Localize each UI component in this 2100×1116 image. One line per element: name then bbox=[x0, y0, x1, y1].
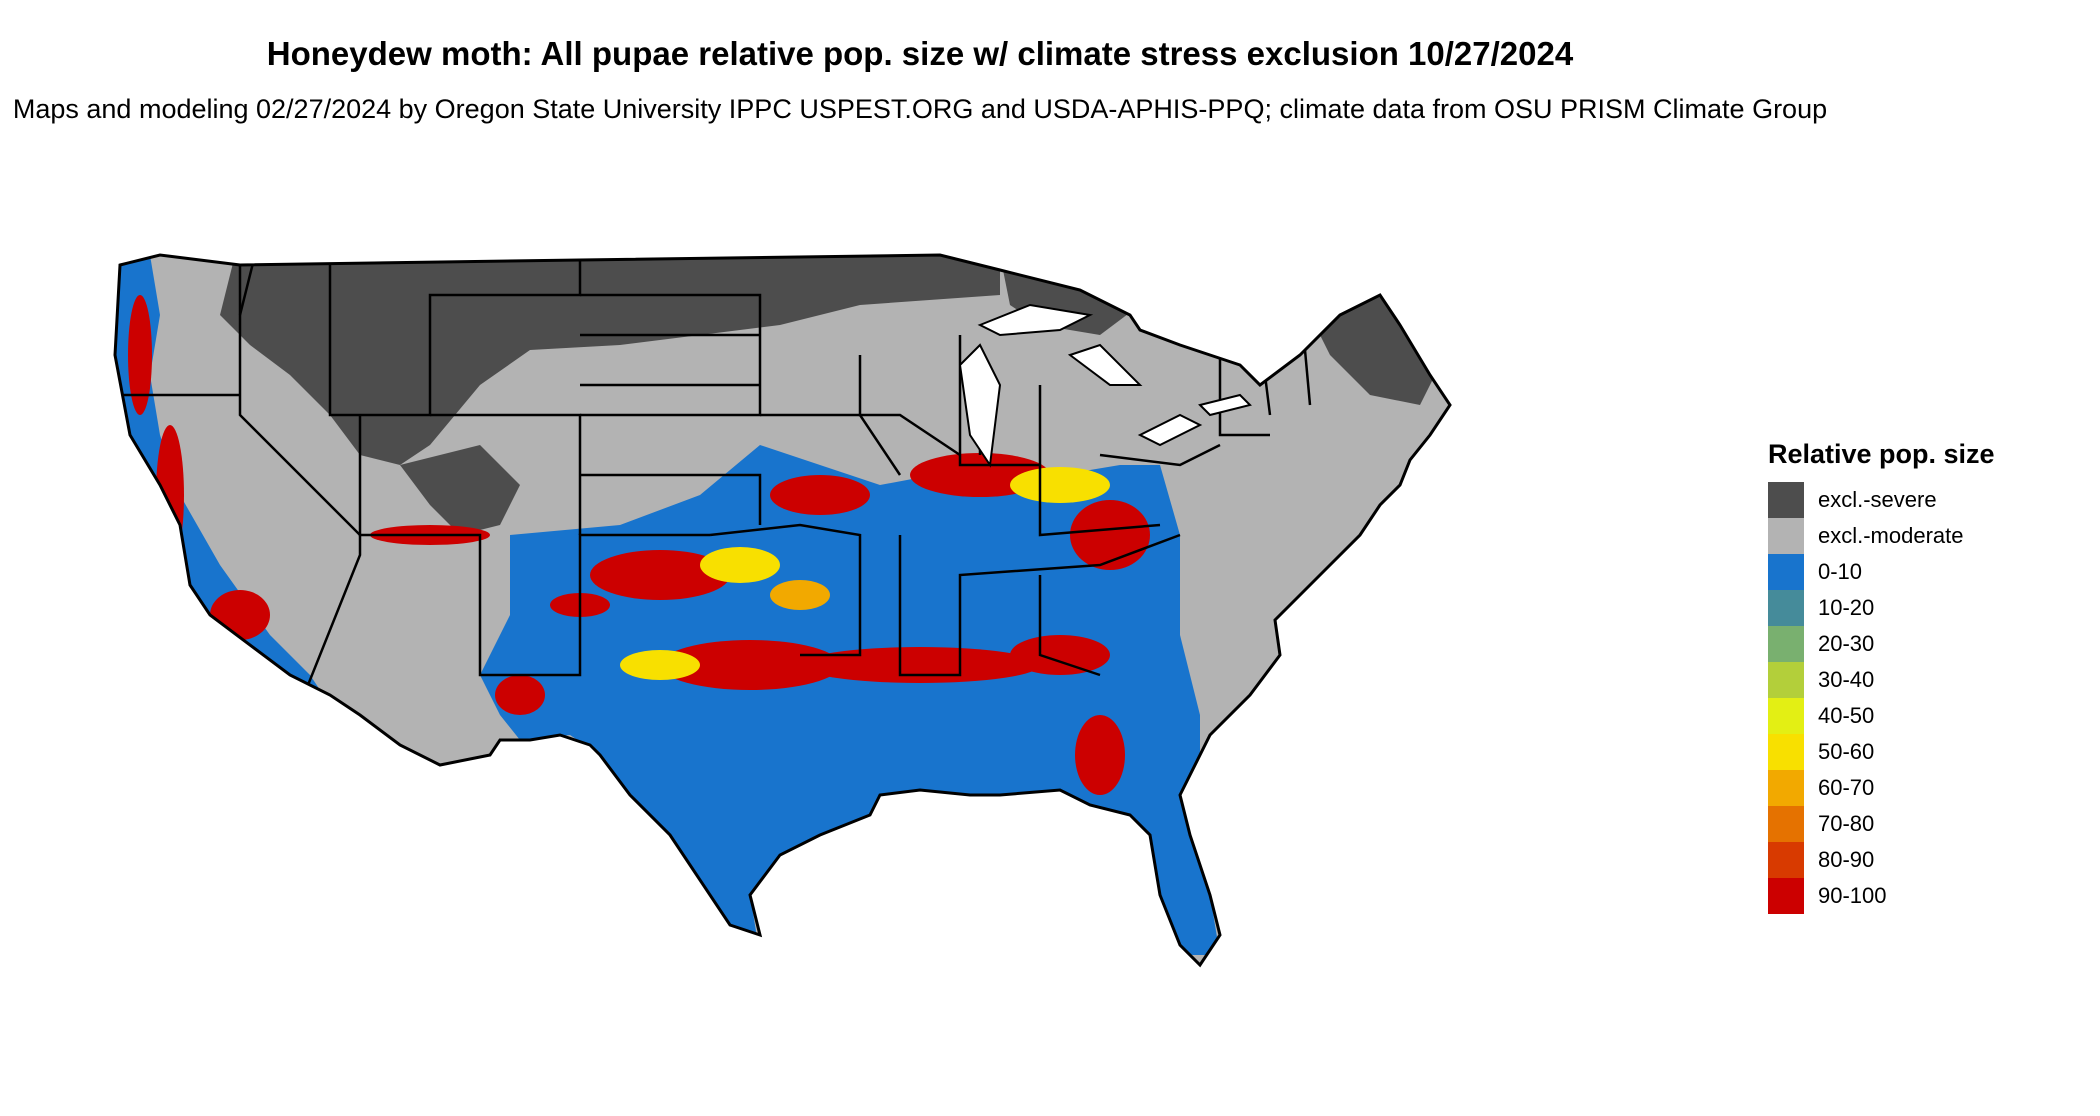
legend: Relative pop. size excl.-severe excl.-mod… bbox=[1768, 436, 2068, 914]
legend-swatch bbox=[1768, 770, 1804, 806]
legend-label: 90-100 bbox=[1818, 883, 1887, 908]
great-lakes bbox=[958, 303, 1252, 468]
legend-items: excl.-severe excl.-moderate 0-10 10-20 20-30… bbox=[1768, 482, 2068, 914]
us-map-svg bbox=[113, 253, 1452, 968]
legend-swatch bbox=[1768, 806, 1804, 842]
legend-swatch bbox=[1768, 734, 1804, 770]
legend-item: 10-20 bbox=[1768, 590, 2068, 626]
title-block: Honeydew moth: All pupae relative pop. s… bbox=[0, 32, 1840, 128]
severe-exclusion-rockies bbox=[400, 445, 520, 535]
legend-swatch bbox=[1768, 842, 1804, 878]
us-outline bbox=[113, 253, 1452, 968]
legend-item: 60-70 bbox=[1768, 770, 2068, 806]
legend-label: 40-50 bbox=[1818, 703, 1875, 728]
legend-item: 80-90 bbox=[1768, 842, 2068, 878]
map-title: Honeydew moth: All pupae relative pop. s… bbox=[266, 35, 1574, 72]
legend-swatch bbox=[1768, 698, 1804, 734]
legend-item: excl.-severe bbox=[1768, 482, 2068, 518]
legend-swatch bbox=[1768, 662, 1804, 698]
legend-label: excl.-moderate bbox=[1818, 523, 1964, 548]
legend-label: 20-30 bbox=[1818, 631, 1875, 656]
legend-label: 0-10 bbox=[1818, 559, 1863, 584]
legend-item: 90-100 bbox=[1768, 878, 2068, 914]
high-population-patches bbox=[128, 295, 1150, 795]
legend-swatch bbox=[1768, 590, 1804, 626]
legend-item: 20-30 bbox=[1768, 626, 2068, 662]
legend-item: 50-60 bbox=[1768, 734, 2068, 770]
legend-label: 70-80 bbox=[1818, 811, 1875, 836]
legend-label: 30-40 bbox=[1818, 667, 1875, 692]
map-subtitle: Maps and modeling 02/27/2024 by Oregon S… bbox=[12, 94, 1828, 124]
legend-item: 70-80 bbox=[1768, 806, 2068, 842]
legend-label: excl.-severe bbox=[1818, 487, 1937, 512]
legend-item: 0-10 bbox=[1768, 554, 2068, 590]
severe-exclusion-north bbox=[220, 255, 1000, 465]
legend-label: 50-60 bbox=[1818, 739, 1875, 764]
legend-title: Relative pop. size bbox=[1768, 439, 1995, 469]
legend-item: 40-50 bbox=[1768, 698, 2068, 734]
legend-item: excl.-moderate bbox=[1768, 518, 2068, 554]
legend-label: 10-20 bbox=[1818, 595, 1875, 620]
us-map bbox=[100, 235, 1750, 1115]
legend-label: 60-70 bbox=[1818, 775, 1875, 800]
legend-label: 80-90 bbox=[1818, 847, 1875, 872]
legend-swatch bbox=[1768, 554, 1804, 590]
legend-swatch bbox=[1768, 626, 1804, 662]
legend-swatch bbox=[1768, 518, 1804, 554]
legend-swatch bbox=[1768, 482, 1804, 518]
legend-swatch bbox=[1768, 878, 1804, 914]
legend-item: 30-40 bbox=[1768, 662, 2068, 698]
